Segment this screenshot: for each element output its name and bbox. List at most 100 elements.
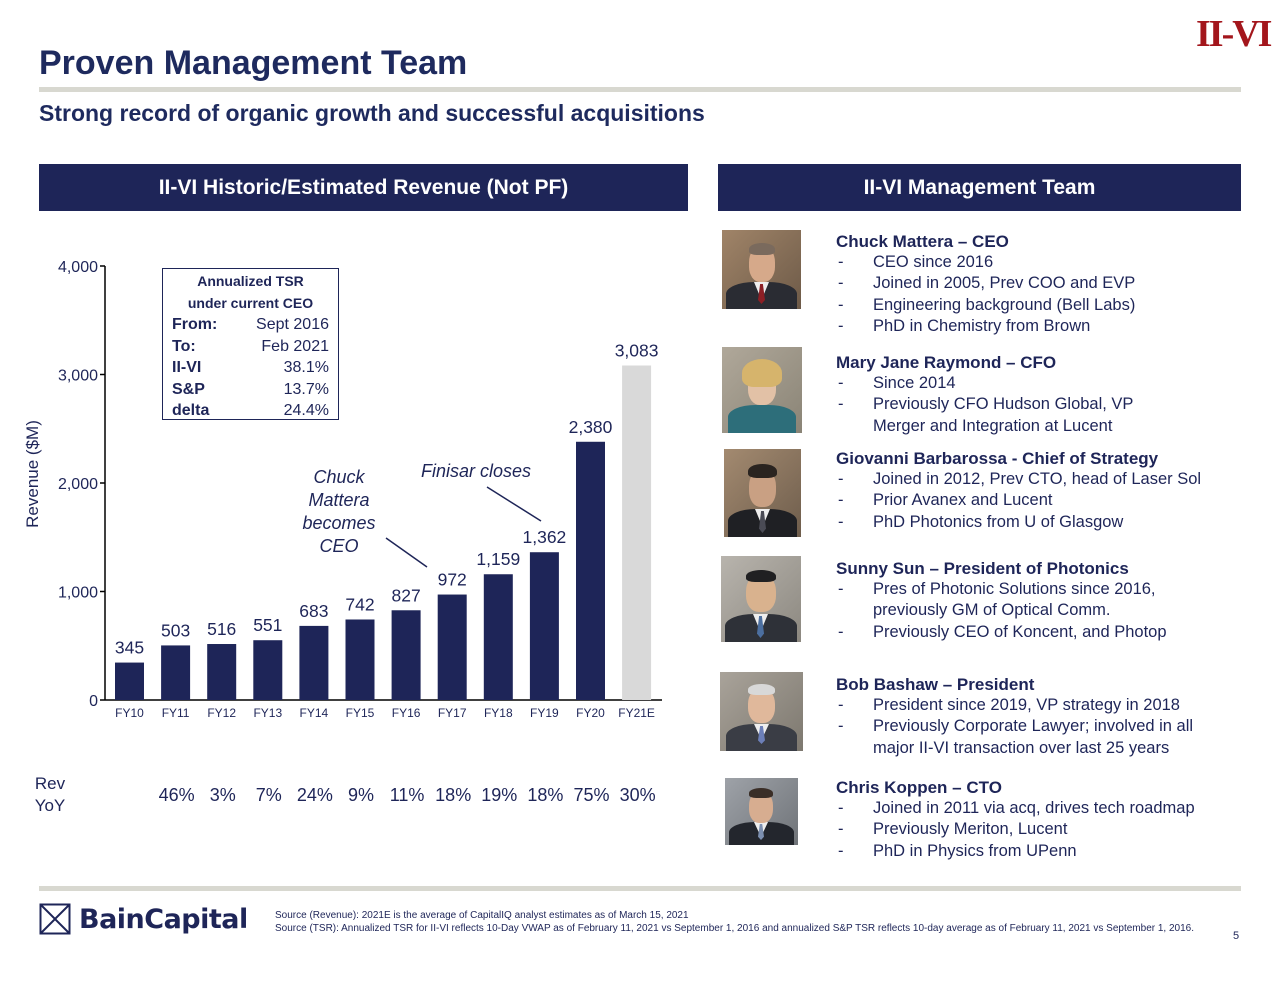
bain-capital-mark-icon — [39, 903, 71, 935]
bio-name: Giovanni Barbarossa - Chief of Strategy — [836, 449, 1159, 468]
x-tick-label: FY13 — [253, 706, 282, 720]
bar-fy14 — [299, 625, 329, 700]
source-note-tsr: Source (TSR): Annualized TSR for II-VI r… — [275, 923, 1195, 934]
photo-bob-bashaw — [720, 672, 803, 751]
annotation-finisar-pointer — [486, 486, 542, 522]
bio-chris-koppen: Chris Koppen – CTO Joined in 2011 via ac… — [836, 777, 1236, 863]
x-tick-label: FY14 — [300, 706, 329, 720]
bio-chuck-mattera: Chuck Mattera – CEO CEO since 2016 Joine… — [836, 231, 1236, 338]
tsr-row-label: S&P — [172, 380, 205, 398]
tsr-row-value: 13.7% — [283, 380, 329, 398]
x-tick-label: FY11 — [162, 706, 190, 720]
tsr-row: To: Feb 2021 — [163, 336, 338, 358]
tsr-row-label: delta — [172, 402, 210, 419]
y-tick-label: 1,000 — [58, 585, 98, 602]
bar-fy15 — [345, 619, 375, 700]
x-tick-label: FY12 — [207, 706, 236, 720]
x-tick-label: FY21E — [618, 706, 655, 720]
photo-chris-koppen — [725, 778, 798, 845]
tsr-heading-line2: under current CEO — [187, 295, 314, 311]
x-tick-label: FY20 — [576, 706, 605, 720]
y-tick-label: 0 — [89, 693, 98, 710]
bain-capital-wordmark: BainCapital — [79, 903, 248, 935]
footer-divider — [39, 886, 1241, 891]
annotation-ceo-text: Mattera — [308, 490, 369, 510]
bio-name: Sunny Sun – President of Photonics — [836, 559, 1129, 578]
bain-capital-logo: BainCapital — [39, 903, 248, 935]
x-tick-label: FY16 — [392, 706, 421, 720]
bio-mary-jane-raymond: Mary Jane Raymond – CFO Since 2014 Previ… — [836, 352, 1236, 437]
photo-sunny-sun — [721, 556, 801, 642]
yoy-value: 46% — [159, 785, 195, 805]
bar-fy12 — [207, 644, 237, 700]
bar-fy17 — [437, 594, 467, 700]
bio-bullet: President since 2019, VP strategy in 201… — [836, 695, 1226, 717]
bio-bullet: Previously Corporate Lawyer; involved in… — [836, 716, 1226, 759]
bar-value-label: 1,159 — [476, 549, 520, 569]
bio-bullet: CEO since 2016 — [836, 252, 1236, 274]
bar-fy11 — [161, 645, 191, 700]
annotation-ceo-text: Chuck — [313, 467, 365, 487]
bio-bob-bashaw: Bob Bashaw – President President since 2… — [836, 674, 1236, 759]
page-title: Proven Management Team — [39, 44, 468, 82]
team-banner: II-VI Management Team — [718, 164, 1241, 211]
tsr-row: S&P 13.7% — [163, 379, 338, 401]
x-tick-label: FY10 — [115, 706, 144, 720]
tsr-heading-line1: Annualized TSR — [197, 273, 304, 289]
tsr-row-value: Feb 2021 — [261, 337, 329, 355]
bio-bullet: Pres of Photonic Solutions since 2016, p… — [836, 579, 1196, 622]
bar-value-label: 3,083 — [615, 340, 659, 360]
chart-banner: II-VI Historic/Estimated Revenue (Not PF… — [39, 164, 688, 211]
bar-value-label: 683 — [299, 601, 328, 621]
tsr-row-value: 38.1% — [283, 359, 329, 376]
yoy-value: 3% — [210, 785, 236, 805]
photo-giovanni-barbarossa — [724, 449, 801, 537]
bar-fy16 — [391, 610, 421, 700]
bar-fy21e — [622, 365, 652, 700]
x-tick-label: FY15 — [346, 706, 375, 720]
tsr-row-value: 24.4% — [283, 402, 329, 419]
ii-vi-logo: II-VI — [1196, 13, 1272, 55]
bio-name: Bob Bashaw – President — [836, 675, 1035, 694]
annotation-ceo-text: CEO — [319, 536, 358, 556]
tsr-row: delta 24.4% — [163, 400, 338, 422]
bar-value-label: 516 — [207, 619, 236, 639]
bio-bullet: PhD Photonics from U of Glasgow — [836, 512, 1236, 534]
bar-value-label: 1,362 — [523, 527, 567, 547]
bar-value-label: 2,380 — [569, 417, 613, 437]
bio-name: Chuck Mattera – CEO — [836, 232, 1009, 251]
bar-value-label: 345 — [115, 638, 144, 658]
tsr-box: Annualized TSR under current CEO From: Se… — [162, 268, 339, 420]
y-tick-label: 4,000 — [58, 259, 98, 276]
bio-bullet: PhD in Chemistry from Brown — [836, 316, 1236, 338]
yoy-value: 75% — [573, 785, 609, 805]
yoy-row-label-line2: YoY — [35, 796, 66, 815]
bar-value-label: 742 — [345, 594, 374, 614]
tsr-row-label: To: — [172, 337, 196, 355]
page-number: 5 — [1233, 930, 1240, 942]
bar-fy10 — [115, 662, 144, 700]
tsr-row-label: II-VI — [172, 359, 202, 376]
bio-bullet: Prior Avanex and Lucent — [836, 490, 1236, 512]
yoy-row-label-line1: Rev — [35, 774, 66, 793]
y-axis-title: Revenue ($M) — [23, 420, 42, 528]
bio-giovanni-barbarossa: Giovanni Barbarossa - Chief of Strategy … — [836, 448, 1236, 534]
bio-bullet: Since 2014 — [836, 373, 1166, 395]
yoy-value: 24% — [297, 785, 333, 805]
bio-bullet: Previously CFO Hudson Global, VP Merger … — [836, 394, 1166, 437]
yoy-value: 7% — [256, 785, 282, 805]
annotation-ceo-pointer — [385, 537, 428, 568]
bio-sunny-sun: Sunny Sun – President of Photonics Pres … — [836, 558, 1236, 644]
y-tick-label: 3,000 — [58, 368, 98, 385]
yoy-value: 9% — [348, 785, 374, 805]
bio-bullet: PhD in Physics from UPenn — [836, 841, 1236, 863]
bio-bullet: Joined in 2005, Prev COO and EVP — [836, 273, 1236, 295]
annotation-ceo-text: becomes — [302, 513, 375, 533]
x-tick-label: FY17 — [438, 706, 467, 720]
yoy-value: 18% — [527, 785, 563, 805]
bar-value-label: 503 — [161, 620, 190, 640]
bio-bullet: Previously CEO of Koncent, and Photop — [836, 622, 1196, 644]
bio-name: Chris Koppen – CTO — [836, 778, 1002, 797]
bio-bullet: Joined in 2011 via acq, drives tech road… — [836, 798, 1236, 820]
bar-fy18 — [483, 574, 513, 700]
